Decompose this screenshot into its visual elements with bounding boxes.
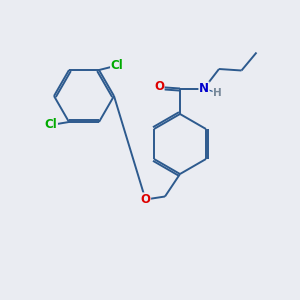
Text: Cl: Cl [111,59,123,72]
Text: O: O [140,193,151,206]
Text: H: H [213,88,222,98]
Text: N: N [199,82,209,95]
Text: O: O [154,80,164,94]
Text: Cl: Cl [45,118,57,131]
